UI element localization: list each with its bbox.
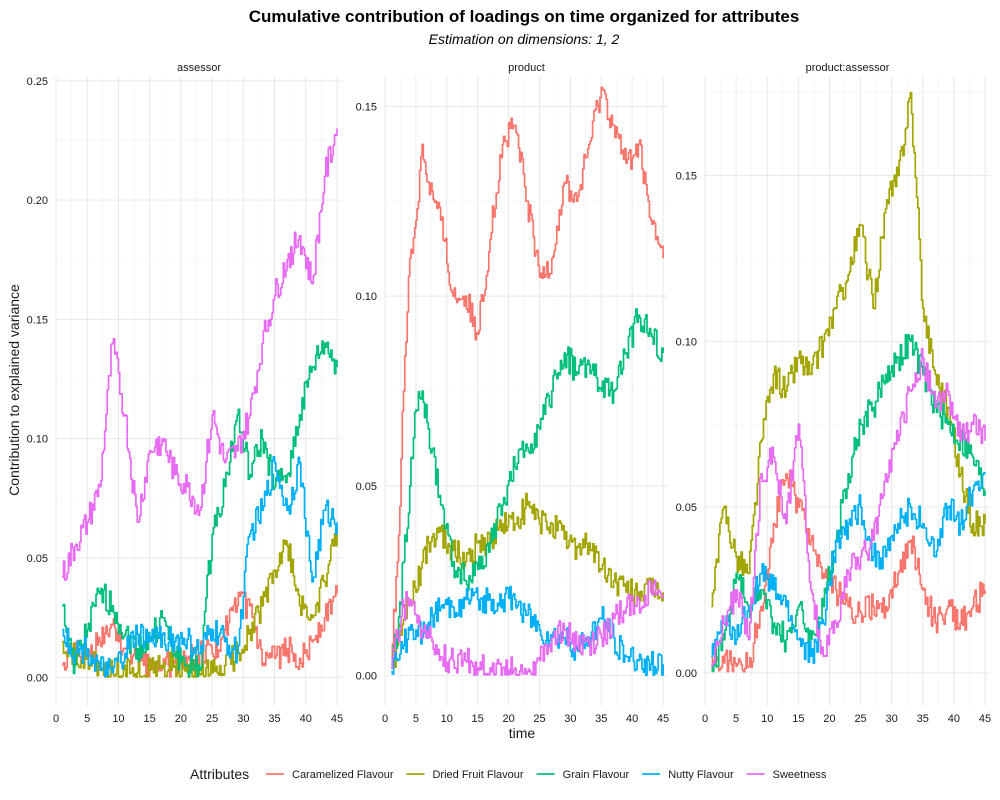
x-tick-label: 45 — [657, 713, 669, 725]
x-tick-label: 0 — [702, 713, 708, 725]
series-line-grain-flavour — [62, 340, 338, 678]
x-tick-label: 5 — [84, 713, 90, 725]
facet-strip-label: product:assessor — [806, 62, 890, 74]
legend: Attributes Caramelized Flavour Dried Fruit… — [190, 766, 827, 782]
x-tick-label: 15 — [144, 713, 156, 725]
x-tick-label: 20 — [175, 713, 187, 725]
legend-label: Caramelized Flavour — [292, 769, 394, 781]
x-tick-label: 35 — [268, 713, 280, 725]
legend-label: Sweetness — [773, 769, 827, 781]
y-tick-label: 0.00 — [356, 671, 377, 683]
y-tick-label: 0.00 — [676, 668, 697, 680]
x-tick-label: 5 — [413, 713, 419, 725]
series-line-caramelized-flavour — [391, 86, 664, 658]
y-tick-label: 0.15 — [676, 170, 697, 182]
y-axis-title: Contribution to explained variance — [6, 284, 22, 496]
x-tick-label: 40 — [300, 713, 312, 725]
x-tick-label: 20 — [502, 713, 514, 725]
facet-strip-label: assessor — [177, 62, 221, 74]
series-line-sweetness — [62, 128, 338, 581]
legend-label: Dried Fruit Flavour — [432, 769, 523, 781]
x-tick-label: 10 — [112, 713, 124, 725]
facet-strip-label: product — [508, 62, 545, 74]
x-tick-label: 30 — [886, 713, 898, 725]
facet-panel: product 0 5 10 15 20 25 30 35 40 45 0.00 0.05 0.10 0.1… — [356, 62, 670, 725]
y-tick-label: 0.15 — [356, 101, 377, 113]
x-tick-label: 15 — [792, 713, 804, 725]
x-tick-label: 10 — [441, 713, 453, 725]
x-tick-label: 35 — [917, 713, 929, 725]
x-tick-label: 25 — [206, 713, 218, 725]
series-line-sweetness — [391, 579, 664, 677]
x-tick-label: 35 — [595, 713, 607, 725]
x-tick-label: 20 — [823, 713, 835, 725]
y-tick-label: 0.05 — [356, 481, 377, 493]
series-line-nutty-flavour — [391, 585, 664, 677]
y-tick-label: 0.10 — [356, 291, 377, 303]
facet-panel: product:assessor 0 5 10 15 20 25 30 35 40 45 0.00 0.… — [676, 62, 992, 725]
y-tick-label: 0.05 — [676, 502, 697, 514]
chart-subtitle: Estimation on dimensions: 1, 2 — [429, 31, 620, 47]
x-tick-label: 10 — [761, 713, 773, 725]
legend-title: Attributes — [190, 766, 249, 782]
y-tick-label: 0.10 — [676, 336, 697, 348]
series-line-grain-flavour — [391, 308, 664, 666]
series-line-dried-fruit-flavour — [391, 492, 664, 669]
x-tick-label: 40 — [948, 713, 960, 725]
legend-item: Grain Flavour — [536, 769, 630, 781]
legend-item: Dried Fruit Flavour — [406, 769, 524, 781]
y-tick-label: 0.05 — [27, 553, 48, 565]
x-tick-label: 40 — [626, 713, 638, 725]
chart-title: Cumulative contribution of loadings on t… — [249, 7, 800, 26]
legend-item: Sweetness — [746, 769, 827, 781]
series-line-sweetness — [711, 347, 986, 668]
x-tick-label: 45 — [979, 713, 991, 725]
y-tick-label: 0.00 — [27, 672, 48, 684]
legend-item: Caramelized Flavour — [266, 769, 394, 781]
x-tick-label: 30 — [237, 713, 249, 725]
series-line-nutty-flavour — [62, 455, 338, 678]
x-tick-label: 5 — [733, 713, 739, 725]
series-line-nutty-flavour — [711, 471, 986, 664]
y-tick-label: 0.25 — [27, 76, 48, 88]
facet-panels: assessor 0 5 10 15 20 25 30 35 40 45 0.00 0.05 0.10 0.… — [27, 62, 992, 725]
facet-panel: assessor 0 5 10 15 20 25 30 35 40 45 0.00 0.05 0.10 0.… — [27, 62, 344, 725]
y-tick-label: 0.10 — [27, 434, 48, 446]
series-line-caramelized-flavour — [711, 469, 986, 673]
series-line-dried-fruit-flavour — [711, 91, 986, 608]
x-tick-label: 45 — [331, 713, 343, 725]
x-tick-label: 15 — [472, 713, 484, 725]
legend-label: Nutty Flavour — [668, 769, 734, 781]
x-tick-label: 0 — [53, 713, 59, 725]
y-tick-label: 0.20 — [27, 195, 48, 207]
x-tick-label: 0 — [382, 713, 388, 725]
legend-item: Nutty Flavour — [642, 769, 734, 781]
legend-label: Grain Flavour — [563, 769, 630, 781]
x-axis-title: time — [509, 725, 536, 741]
series-line-dried-fruit-flavour — [62, 533, 338, 679]
y-tick-label: 0.15 — [27, 314, 48, 326]
x-tick-label: 25 — [854, 713, 866, 725]
x-tick-label: 30 — [564, 713, 576, 725]
x-tick-label: 25 — [533, 713, 545, 725]
